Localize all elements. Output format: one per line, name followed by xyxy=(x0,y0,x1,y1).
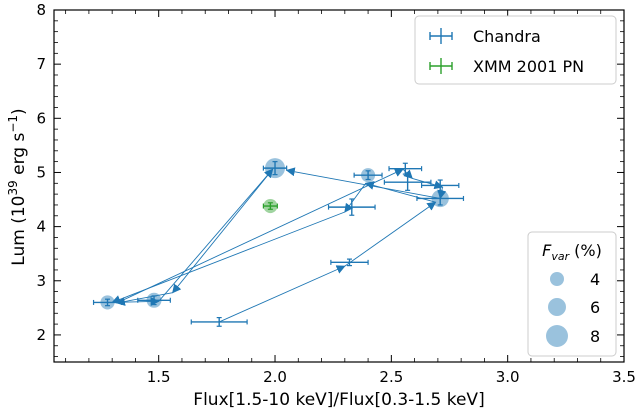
chandra-point xyxy=(353,170,383,181)
x-tick-label: 1.5 xyxy=(147,368,171,386)
chandra-point xyxy=(190,316,248,327)
x-tick-label: 3.0 xyxy=(496,368,520,386)
trajectory-arrow xyxy=(219,265,346,323)
fvar-size-legend: Fvar (%) 4 6 8 xyxy=(527,231,617,357)
y-axis-label: Lum (1039 erg s−1) xyxy=(6,108,29,265)
chandra-point xyxy=(388,162,423,175)
chandra-point xyxy=(262,161,288,176)
xmm-point xyxy=(262,202,278,210)
trajectory-arrow xyxy=(158,168,274,302)
series-legend-box xyxy=(414,15,617,85)
fvar-legend-label-6: 6 xyxy=(590,298,600,317)
y-tick-label: 5 xyxy=(36,163,46,181)
chandra-point xyxy=(416,191,465,206)
fvar-legend-box xyxy=(527,231,617,357)
trajectory-arrow xyxy=(285,167,441,199)
y-tick-label: 6 xyxy=(36,109,46,127)
trajectory-arrow xyxy=(115,292,173,306)
chandra-point xyxy=(383,173,432,191)
chandra-point xyxy=(92,298,123,307)
chandra-point xyxy=(137,295,171,306)
chandra-point xyxy=(330,258,369,267)
trajectory-arrow xyxy=(172,168,274,294)
legend-label-chandra: Chandra xyxy=(473,27,541,46)
fvar-legend-label-4: 4 xyxy=(590,270,600,289)
y-tick-label: 8 xyxy=(36,1,46,19)
trajectory-arrow xyxy=(344,201,437,267)
fvar-legend-marker-8 xyxy=(546,325,568,347)
chandra-point xyxy=(327,198,376,216)
y-tick-label: 4 xyxy=(36,218,46,236)
x-tick-label: 3.5 xyxy=(612,368,636,386)
axes-layer: 1.5 2.0 2.5 3.0 3.5 2 3 4 5 6 7 8 xyxy=(36,1,635,386)
trajectory-layer xyxy=(111,167,447,323)
x-tick-label: 2.5 xyxy=(379,368,403,386)
fvar-legend-marker-6 xyxy=(548,298,566,316)
fvar-legend-label-8: 8 xyxy=(590,327,600,346)
legend-marker-chandra xyxy=(429,28,453,44)
x-axis-label: Flux[1.5-10 keV]/Flux[0.3-1.5 keV] xyxy=(193,390,484,410)
legend-marker-xmm xyxy=(429,58,453,74)
y-tick-label: 3 xyxy=(36,272,46,290)
fvar-legend-marker-4 xyxy=(550,272,564,286)
series-legend: Chandra XMM 2001 PN xyxy=(414,15,617,85)
x-tick-label: 2.0 xyxy=(263,368,287,386)
fvar-legend-title: Fvar (%) xyxy=(542,241,602,263)
y-tick-label: 7 xyxy=(36,55,46,73)
y-tick-label: 2 xyxy=(36,326,46,344)
plot-frame xyxy=(53,9,625,363)
trajectory-arrow xyxy=(116,168,404,304)
chandra-point xyxy=(420,179,460,192)
legend-label-xmm: XMM 2001 PN xyxy=(473,57,584,76)
errorbars-layer xyxy=(92,161,465,327)
